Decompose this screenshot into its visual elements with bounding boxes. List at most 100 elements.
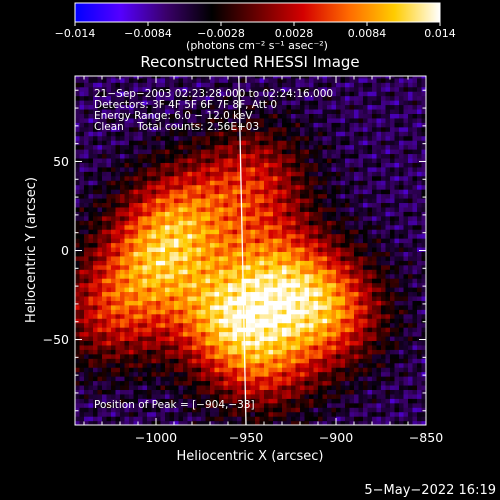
heatmap-cell: [295, 233, 301, 239]
heatmap-cell: [345, 202, 351, 208]
heatmap-cell: [237, 278, 243, 284]
heatmap-cell: [241, 157, 247, 163]
heatmap-cell: [336, 304, 342, 310]
heatmap-cell: [349, 233, 355, 239]
heatmap-cell: [201, 358, 207, 364]
heatmap-cell: [196, 149, 202, 155]
heatmap-cell: [138, 162, 144, 168]
heatmap-cell: [75, 171, 81, 177]
heatmap-cell: [165, 76, 171, 79]
heatmap-cell: [196, 135, 202, 141]
heatmap-cell: [120, 162, 126, 168]
heatmap-cell: [255, 287, 261, 293]
heatmap-cell: [178, 358, 184, 364]
heatmap-cell: [241, 122, 247, 128]
heatmap-cell: [97, 371, 103, 377]
heatmap-cell: [237, 149, 243, 155]
heatmap-cell: [246, 327, 252, 333]
heatmap-cell: [300, 180, 306, 186]
heatmap-cell: [102, 197, 108, 204]
heatmap-cell: [219, 260, 225, 266]
heatmap-cell: [210, 91, 216, 97]
heatmap-cell: [151, 300, 157, 306]
heatmap-cell: [322, 367, 328, 373]
heatmap-cell: [174, 184, 180, 190]
heatmap-cell: [178, 131, 184, 137]
heatmap-cell: [264, 122, 270, 128]
heatmap-cell: [250, 407, 256, 413]
heatmap-cell: [223, 291, 229, 297]
heatmap-cell: [268, 149, 274, 155]
heatmap-cell: [160, 416, 166, 422]
heatmap-cell: [295, 117, 301, 123]
heatmap-cell: [97, 318, 103, 324]
heatmap-cell: [178, 180, 184, 186]
heatmap-cell: [151, 362, 157, 368]
heatmap-cell: [282, 117, 288, 123]
heatmap-cell: [340, 358, 346, 364]
heatmap-cell: [295, 104, 301, 110]
heatmap-cell: [97, 215, 103, 221]
heatmap-cell: [223, 86, 229, 92]
heatmap-cell: [115, 76, 121, 79]
heatmap-cell: [237, 264, 243, 270]
heatmap-cell: [196, 166, 202, 172]
heatmap-cell: [214, 76, 220, 79]
heatmap-cell: [79, 411, 85, 417]
heatmap-cell: [124, 255, 130, 261]
heatmap-cell: [327, 149, 333, 155]
heatmap-cell: [232, 113, 238, 119]
heatmap-cell: [354, 291, 360, 297]
heatmap-cell: [111, 193, 117, 199]
heatmap-cell: [133, 309, 139, 315]
heatmap-cell: [273, 91, 279, 97]
heatmap-cell: [115, 389, 121, 395]
heatmap-cell: [313, 380, 319, 386]
heatmap-cell: [309, 380, 315, 386]
heatmap-cell: [129, 349, 135, 355]
heatmap-cell: [160, 184, 166, 190]
heatmap-cell: [160, 140, 166, 146]
heatmap-cell: [160, 318, 166, 324]
heatmap-cell: [331, 291, 337, 297]
heatmap-cell: [255, 91, 261, 97]
heatmap-cell: [138, 113, 144, 119]
heatmap-cell: [138, 175, 144, 181]
heatmap-cell: [88, 229, 94, 235]
heatmap-cell: [223, 416, 229, 422]
heatmap-cell: [349, 295, 355, 301]
heatmap-cell: [349, 211, 355, 217]
heatmap-cell: [93, 122, 99, 128]
heatmap-cell: [259, 229, 265, 235]
heatmap-cell: [246, 309, 252, 315]
heatmap-cell: [138, 358, 144, 364]
heatmap-cell: [345, 273, 351, 279]
heatmap-cell: [232, 157, 238, 163]
heatmap-cell: [75, 389, 81, 395]
heatmap-cell: [88, 371, 94, 377]
heatmap-cell: [201, 269, 207, 275]
heatmap-cell: [178, 242, 184, 248]
heatmap-cell: [219, 393, 225, 399]
heatmap-cell: [345, 331, 351, 337]
heatmap-cell: [228, 122, 234, 128]
heatmap-cell: [241, 362, 247, 368]
heatmap-cell: [237, 206, 243, 212]
heatmap-cell: [174, 197, 180, 204]
heatmap-cell: [183, 340, 189, 346]
heatmap-cell: [291, 389, 297, 395]
heatmap-cell: [111, 113, 117, 119]
heatmap-cell: [219, 376, 225, 382]
heatmap-cell: [255, 416, 261, 422]
heatmap-cell: [309, 255, 315, 261]
heatmap-cell: [210, 126, 216, 132]
heatmap-cell: [273, 420, 279, 425]
heatmap-cell: [241, 251, 247, 257]
heatmap-cell: [111, 206, 117, 212]
heatmap-cell: [223, 91, 229, 97]
heatmap-cell: [196, 340, 202, 346]
heatmap-cell: [156, 117, 162, 123]
heatmap-cell: [192, 318, 198, 324]
heatmap-cell: [345, 327, 351, 333]
heatmap-cell: [133, 175, 139, 181]
